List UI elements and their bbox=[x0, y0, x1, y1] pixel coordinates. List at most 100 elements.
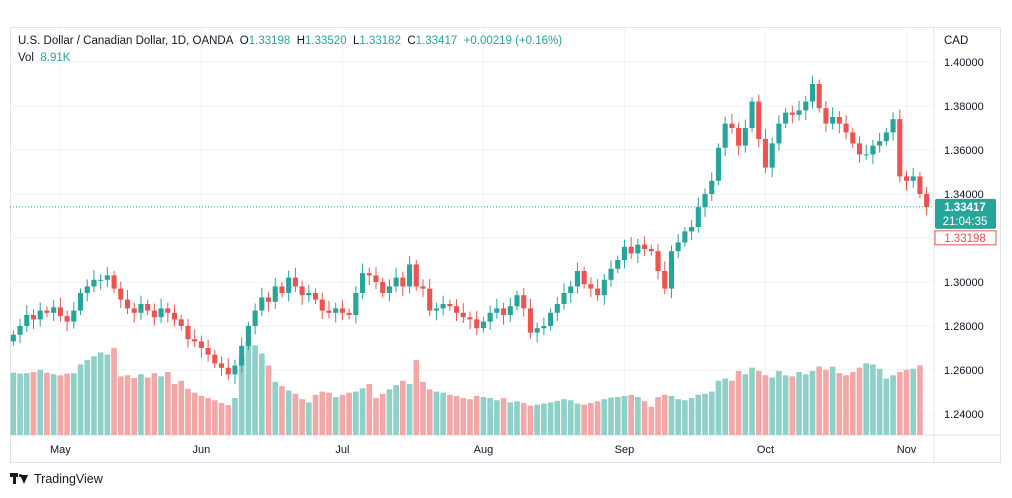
volume-bar bbox=[225, 405, 232, 435]
candle-body bbox=[118, 288, 124, 300]
volume-bar bbox=[581, 404, 587, 435]
volume-bar bbox=[151, 373, 158, 435]
candle-body bbox=[360, 273, 366, 293]
open-price-badge bbox=[934, 230, 997, 246]
candle-body bbox=[527, 308, 533, 333]
candle-body bbox=[77, 293, 84, 311]
price-tick-label: 1.34000 bbox=[944, 189, 984, 201]
candle-body bbox=[339, 308, 345, 313]
volume-bar bbox=[91, 356, 97, 435]
legend-change: +0.00219 (+0.16%) bbox=[463, 35, 563, 47]
candle-body bbox=[729, 123, 735, 128]
candle-body bbox=[252, 310, 258, 326]
volume-bar bbox=[876, 368, 883, 435]
candle-body bbox=[440, 304, 446, 309]
volume-bar bbox=[306, 402, 312, 435]
candle-body bbox=[924, 194, 930, 207]
price-tick-label: 1.30000 bbox=[944, 277, 984, 289]
price-tick-label: 1.36000 bbox=[944, 145, 984, 157]
candle-body bbox=[662, 271, 668, 289]
price-tick-label: 1.26000 bbox=[944, 365, 984, 377]
volume-bar bbox=[346, 392, 352, 435]
legend-low-value: 1.33182 bbox=[359, 35, 401, 47]
candle-body bbox=[736, 128, 742, 146]
volume-bar bbox=[30, 372, 37, 435]
open-price-value: 1.33198 bbox=[944, 233, 986, 245]
volume-bar bbox=[144, 377, 151, 435]
candle-body bbox=[91, 279, 97, 287]
tradingview-branding[interactable]: TradingView bbox=[10, 472, 103, 486]
candle-body bbox=[124, 299, 131, 309]
volume-bar bbox=[138, 374, 144, 435]
volume-bar bbox=[782, 375, 789, 435]
volume-bar bbox=[776, 370, 782, 435]
candle-body bbox=[642, 244, 648, 249]
volume-bar bbox=[57, 375, 64, 435]
time-tick-label: Jul bbox=[335, 444, 349, 456]
candle-body bbox=[239, 345, 245, 366]
candle-body bbox=[165, 308, 171, 313]
volume-bar bbox=[131, 378, 138, 435]
candle-body bbox=[689, 227, 695, 232]
candle-body bbox=[366, 273, 372, 276]
candle-body bbox=[400, 277, 406, 287]
candle-body bbox=[608, 268, 614, 280]
volume-bar bbox=[37, 369, 44, 435]
volume-bar bbox=[675, 399, 681, 435]
candle-body bbox=[71, 310, 77, 322]
volume-bar bbox=[84, 360, 91, 435]
price-axis-currency: CAD bbox=[944, 35, 969, 47]
volume-bar bbox=[628, 394, 634, 435]
candle-body bbox=[715, 147, 722, 181]
candle-body bbox=[10, 334, 16, 342]
candle-body bbox=[776, 123, 782, 144]
volume-bar bbox=[191, 392, 198, 435]
candle-body bbox=[17, 326, 23, 335]
volume-bar bbox=[816, 366, 823, 435]
candle-body bbox=[648, 249, 654, 252]
volume-bar bbox=[198, 395, 205, 435]
volume-bar bbox=[762, 375, 769, 435]
candle-body bbox=[742, 128, 748, 146]
volume-bar bbox=[50, 374, 57, 435]
candle-body bbox=[534, 328, 540, 333]
volume-bar bbox=[232, 398, 238, 435]
candle-body bbox=[628, 246, 634, 254]
time-tick-label: May bbox=[50, 444, 71, 456]
candle-body bbox=[386, 286, 392, 293]
candle-body bbox=[326, 310, 332, 313]
volume-bar bbox=[164, 372, 171, 435]
volume-bar bbox=[836, 373, 843, 435]
candle-body bbox=[131, 308, 137, 313]
candle-body bbox=[272, 286, 278, 302]
candle-body bbox=[796, 110, 802, 115]
volume-bar bbox=[635, 397, 641, 435]
volume-bar bbox=[400, 380, 406, 435]
volume-bar bbox=[252, 345, 258, 435]
candle-body bbox=[259, 297, 265, 311]
candle-body bbox=[433, 308, 439, 311]
volume-bar bbox=[567, 400, 574, 435]
volume-bar bbox=[44, 372, 50, 435]
volume-bar bbox=[755, 370, 762, 435]
chart-frame[interactable] bbox=[10, 27, 1001, 463]
candle-body bbox=[749, 101, 755, 128]
price-tick-label: 1.40000 bbox=[944, 57, 984, 69]
candle-body bbox=[192, 339, 198, 342]
candle-body bbox=[836, 117, 842, 124]
candle-body bbox=[722, 123, 728, 148]
candle-body bbox=[850, 132, 856, 144]
candle-body bbox=[588, 284, 594, 289]
candle-body bbox=[890, 119, 896, 133]
volume-bar bbox=[708, 391, 715, 435]
candle-body bbox=[454, 306, 460, 313]
volume-bar bbox=[460, 398, 467, 435]
candle-body bbox=[218, 363, 225, 368]
candle-body bbox=[554, 304, 560, 313]
candle-body bbox=[762, 139, 769, 168]
candle-body bbox=[856, 143, 863, 155]
candle-body bbox=[198, 341, 204, 348]
candle-body bbox=[561, 293, 567, 304]
volume-bar bbox=[823, 369, 829, 435]
